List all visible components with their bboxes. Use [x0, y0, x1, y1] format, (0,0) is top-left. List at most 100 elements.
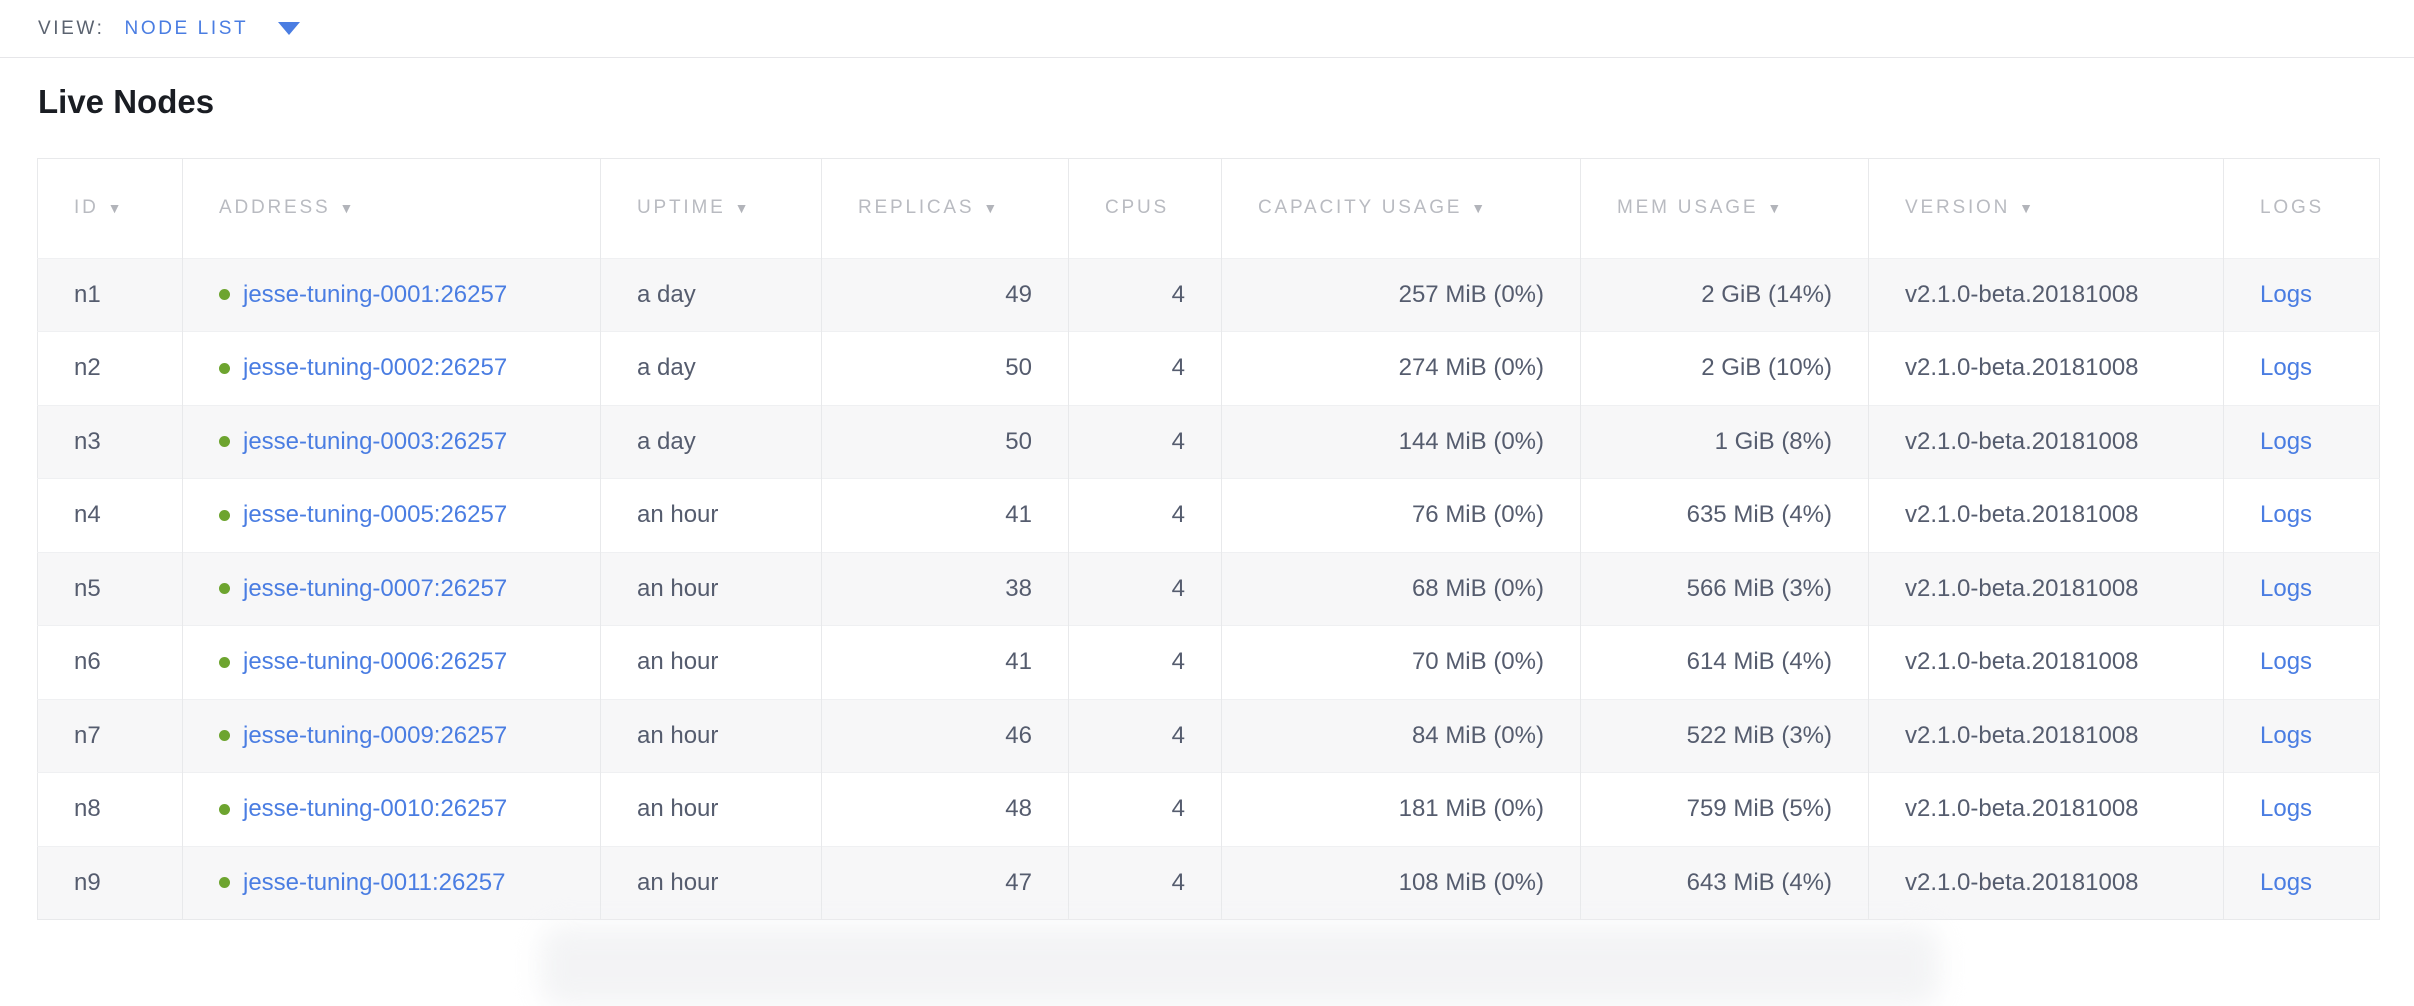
node-version-cell: v2.1.0-beta.20181008 [1868, 625, 2224, 700]
node-address-link[interactable]: jesse-tuning-0009:26257 [243, 721, 508, 749]
logs-link[interactable]: Logs [2260, 795, 2313, 823]
view-selector-value: NODE LIST [124, 17, 249, 39]
node-row: n8 jesse-tuning-0010:26257 an hour 48 4 181 M… [37, 772, 2380, 847]
node-address-link[interactable]: jesse-tuning-0011:26257 [243, 868, 506, 896]
node-address-link[interactable]: jesse-tuning-0001:26257 [243, 280, 508, 308]
logs-link[interactable]: Logs [2260, 721, 2313, 749]
node-mem_usage-cell: 614 MiB (4%) [1580, 625, 1869, 700]
node-address-cell: jesse-tuning-0007:26257 [182, 551, 601, 626]
node-replicas-cell: 49 [821, 257, 1069, 332]
node-address-link[interactable]: jesse-tuning-0007:26257 [243, 574, 508, 602]
node-row: n7 jesse-tuning-0009:26257 an hour 46 4 84 Mi… [37, 698, 2380, 773]
node-id-cell: n7 [37, 698, 183, 773]
node-uptime-cell: an hour [600, 772, 822, 847]
node-uptime-cell: an hour [600, 845, 822, 920]
logs-link[interactable]: Logs [2260, 574, 2313, 602]
node-cpus-cell: 4 [1068, 257, 1222, 332]
view-selector-dropdown[interactable]: NODE LIST [125, 18, 301, 40]
page-title: Live Nodes [38, 83, 215, 120]
node-row: n9 jesse-tuning-0011:26257 an hour 47 4 108 M… [37, 845, 2380, 920]
sort-arrow-icon: ▼ [1767, 200, 1782, 217]
node-row: n3 jesse-tuning-0003:26257 a day 50 4 144 MiB… [37, 404, 2380, 479]
column-header-label: CPUS [1105, 197, 1169, 219]
node-address-cell: jesse-tuning-0011:26257 [182, 845, 601, 920]
sort-arrow-icon: ▼ [983, 200, 998, 217]
node-address-cell: jesse-tuning-0002:26257 [182, 331, 601, 406]
live-nodes-table-container: ID ▼ ADDRESS ▼ UPTIME ▼ REPLICAS ▼ CPUS CAPACITY … [37, 157, 2380, 921]
column-header-version[interactable]: VERSION ▼ [1868, 158, 2224, 259]
node-address-link[interactable]: jesse-tuning-0005:26257 [243, 501, 508, 529]
node-cpus-cell: 4 [1068, 404, 1222, 479]
node-capacity_usage-cell: 181 MiB (0%) [1221, 772, 1581, 847]
node-capacity_usage-cell: 144 MiB (0%) [1221, 404, 1581, 479]
node-logs-cell: Logs [2223, 478, 2380, 553]
logs-link[interactable]: Logs [2260, 280, 2313, 308]
live-status-dot-icon [219, 509, 230, 521]
column-header-label: ADDRESS [219, 197, 331, 219]
live-status-dot-icon [219, 730, 230, 742]
node-uptime-cell: a day [600, 331, 822, 406]
node-row: n4 jesse-tuning-0005:26257 an hour 41 4 76 Mi… [37, 478, 2380, 553]
node-uptime-cell: an hour [600, 478, 822, 553]
logs-link[interactable]: Logs [2260, 648, 2313, 676]
column-header-label: LOGS [2260, 197, 2324, 219]
node-capacity_usage-cell: 84 MiB (0%) [1221, 698, 1581, 773]
node-address-link[interactable]: jesse-tuning-0003:26257 [243, 427, 508, 455]
node-row: n2 jesse-tuning-0002:26257 a day 50 4 274 MiB… [37, 331, 2380, 406]
node-cpus-cell: 4 [1068, 331, 1222, 406]
column-header-id[interactable]: ID ▼ [37, 158, 183, 259]
live-status-dot-icon [219, 362, 230, 374]
column-header-uptime[interactable]: UPTIME ▼ [600, 158, 822, 259]
node-capacity_usage-cell: 70 MiB (0%) [1221, 625, 1581, 700]
node-cpus-cell: 4 [1068, 698, 1222, 773]
below-fold-panel-shadow [540, 926, 1940, 1006]
view-label: VIEW: [38, 17, 105, 39]
node-logs-cell: Logs [2223, 772, 2380, 847]
column-header-label: ID [74, 197, 99, 219]
live-status-dot-icon [219, 877, 230, 889]
node-replicas-cell: 41 [821, 478, 1069, 553]
live-status-dot-icon [219, 289, 230, 301]
live-status-dot-icon [219, 656, 230, 668]
node-replicas-cell: 48 [821, 772, 1069, 847]
node-cpus-cell: 4 [1068, 625, 1222, 700]
column-header-mem_usage[interactable]: MEM USAGE ▼ [1580, 158, 1869, 259]
node-mem_usage-cell: 2 GiB (14%) [1580, 257, 1869, 332]
node-uptime-cell: a day [600, 404, 822, 479]
logs-link[interactable]: Logs [2260, 501, 2313, 529]
node-mem_usage-cell: 522 MiB (3%) [1580, 698, 1869, 773]
node-id-cell: n3 [37, 404, 183, 479]
logs-link[interactable]: Logs [2260, 354, 2313, 382]
column-header-replicas[interactable]: REPLICAS ▼ [821, 158, 1069, 259]
node-mem_usage-cell: 643 MiB (4%) [1580, 845, 1869, 920]
node-cpus-cell: 4 [1068, 772, 1222, 847]
logs-link[interactable]: Logs [2260, 427, 2313, 455]
node-replicas-cell: 41 [821, 625, 1069, 700]
node-id-cell: n4 [37, 478, 183, 553]
column-header-address[interactable]: ADDRESS ▼ [182, 158, 601, 259]
node-address-link[interactable]: jesse-tuning-0006:26257 [243, 648, 508, 676]
node-logs-cell: Logs [2223, 698, 2380, 773]
node-logs-cell: Logs [2223, 551, 2380, 626]
node-mem_usage-cell: 759 MiB (5%) [1580, 772, 1869, 847]
logs-link[interactable]: Logs [2260, 868, 2313, 896]
column-header-label: REPLICAS [858, 197, 975, 219]
live-status-dot-icon [219, 436, 230, 448]
node-version-cell: v2.1.0-beta.20181008 [1868, 698, 2224, 773]
node-version-cell: v2.1.0-beta.20181008 [1868, 551, 2224, 626]
column-header-capacity_usage[interactable]: CAPACITY USAGE ▼ [1221, 158, 1581, 259]
node-address-cell: jesse-tuning-0001:26257 [182, 257, 601, 332]
node-uptime-cell: an hour [600, 625, 822, 700]
node-cpus-cell: 4 [1068, 551, 1222, 626]
column-header-label: CAPACITY USAGE [1258, 197, 1463, 219]
column-header-label: VERSION [1905, 197, 2011, 219]
node-id-cell: n6 [37, 625, 183, 700]
node-uptime-cell: an hour [600, 551, 822, 626]
node-address-link[interactable]: jesse-tuning-0010:26257 [243, 795, 508, 823]
node-logs-cell: Logs [2223, 625, 2380, 700]
node-address-link[interactable]: jesse-tuning-0002:26257 [243, 354, 508, 382]
node-row: n6 jesse-tuning-0006:26257 an hour 41 4 70 Mi… [37, 625, 2380, 700]
node-uptime-cell: an hour [600, 698, 822, 773]
node-address-cell: jesse-tuning-0010:26257 [182, 772, 601, 847]
column-header-label: MEM USAGE [1617, 197, 1759, 219]
